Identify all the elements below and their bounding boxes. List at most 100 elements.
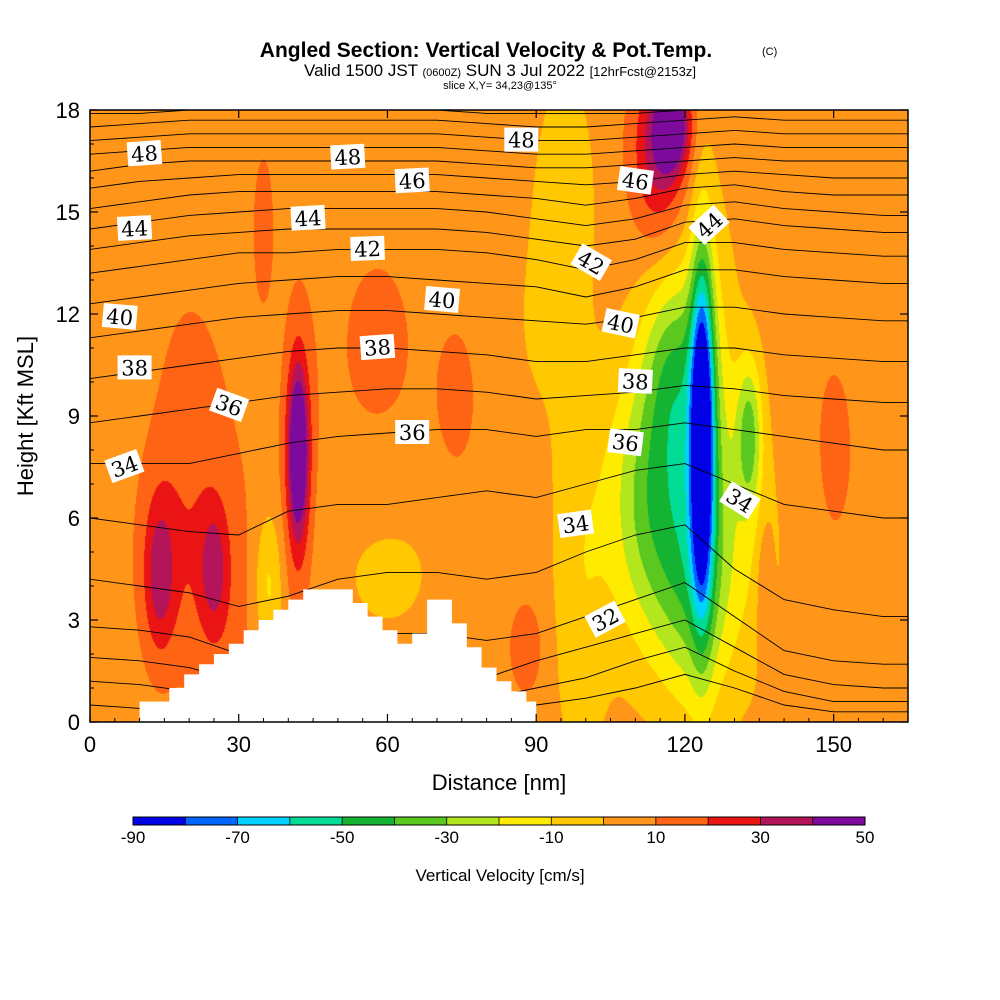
colorbar-swatch xyxy=(185,817,239,825)
colorbar-swatch xyxy=(551,817,605,825)
contour-label-box xyxy=(290,204,326,231)
contour-label-box xyxy=(359,333,396,361)
isentrope-45 xyxy=(90,170,908,189)
y-tick-label: 12 xyxy=(56,302,80,327)
colorbar-tick-label: -50 xyxy=(330,828,355,847)
contour-label-box xyxy=(209,387,250,422)
y-tick-label: 18 xyxy=(56,98,80,123)
colorbar-swatch xyxy=(603,817,657,825)
contour-label-text: 44 xyxy=(294,206,322,231)
isentrope-41 xyxy=(90,242,908,274)
copyright-mark: (C) xyxy=(762,46,777,58)
contour-label-box xyxy=(117,355,152,380)
contour-label-34: 34 xyxy=(104,448,145,484)
valid-date: SUN 3 Jul 2022 xyxy=(466,61,585,80)
contour-label-box xyxy=(719,480,761,520)
colorbar-swatch xyxy=(342,817,395,825)
contour-label-box xyxy=(504,127,539,152)
colorbar-tick-label: -70 xyxy=(225,828,250,847)
contour-label-48: 48 xyxy=(330,143,366,170)
isentrope-39 xyxy=(90,306,908,339)
x-tick-label: 120 xyxy=(667,732,704,757)
colorbar-swatch xyxy=(812,817,866,825)
isentrope-42 xyxy=(90,218,908,250)
contour-label-box xyxy=(607,428,644,457)
isentrope-36 xyxy=(90,422,908,465)
vertical-velocity-field xyxy=(90,110,908,722)
isentrope-49 xyxy=(90,116,908,128)
contour-label-text: 38 xyxy=(363,335,391,361)
colorbar-swatch xyxy=(237,817,291,825)
contour-label-text: 36 xyxy=(611,430,640,457)
contour-label-42: 42 xyxy=(350,235,385,262)
colorbar-swatch xyxy=(446,817,500,825)
y-axis-label: Height [Kft MSL] xyxy=(13,336,38,496)
potential-temperature-contours xyxy=(90,110,908,713)
contour-label-36: 36 xyxy=(607,428,644,457)
contour-label-box xyxy=(616,166,654,195)
contour-label-box xyxy=(424,285,461,313)
contour-label-text: 46 xyxy=(398,169,426,194)
contour-label-text: 48 xyxy=(130,141,158,167)
contour-label-40: 40 xyxy=(101,302,138,331)
slice-info: slice X,Y= 34,23@135° xyxy=(443,80,557,92)
valid-utc: (0600Z) xyxy=(422,67,461,79)
contour-label-text: 40 xyxy=(428,287,457,313)
contour-label-box xyxy=(350,235,385,261)
contour-label-box xyxy=(688,204,730,246)
colorbar-swatch xyxy=(708,817,761,825)
x-tick-label: 30 xyxy=(226,732,250,757)
y-tick-label: 0 xyxy=(68,710,80,735)
terrain xyxy=(139,589,537,722)
colorbar-tick-label: -30 xyxy=(434,828,459,847)
contour-label-40: 40 xyxy=(424,285,461,314)
colorbar-swatch xyxy=(760,817,814,825)
contour-label-text: 38 xyxy=(121,356,148,380)
colorbar-swatch xyxy=(394,817,448,825)
contour-label-text: 34 xyxy=(561,511,591,538)
colorbar-tick-label: -10 xyxy=(539,828,564,847)
x-axis-label: Distance [nm] xyxy=(432,770,567,795)
contour-label-box xyxy=(126,140,163,167)
colorbar-tick-label: 50 xyxy=(856,828,875,847)
contour-label-box xyxy=(584,600,626,638)
contour-label-text: 42 xyxy=(354,237,382,262)
x-tick-label: 150 xyxy=(815,732,852,757)
y-tick-label: 9 xyxy=(68,404,80,429)
contour-label-44: 44 xyxy=(290,204,326,231)
contour-label-box xyxy=(330,143,366,170)
isentrope-38 xyxy=(90,347,908,380)
y-tick-label: 6 xyxy=(68,506,80,531)
chart-title: Angled Section: Vertical Velocity & Pot.… xyxy=(260,39,712,62)
isentrope-50 xyxy=(90,110,908,114)
valid-time: Valid 1500 JST xyxy=(304,61,418,80)
contour-label-38: 38 xyxy=(617,368,653,395)
contour-label-box xyxy=(557,509,595,539)
colorbar-tick-label: 10 xyxy=(646,828,665,847)
contour-label-40: 40 xyxy=(601,307,640,339)
contour-label-box xyxy=(116,215,153,241)
isentrope-47 xyxy=(90,143,908,155)
colorbar-swatch xyxy=(289,817,343,825)
forecast-info: [12hrFcst@2153z] xyxy=(590,64,696,79)
colorbar-swatch xyxy=(133,817,186,825)
isentrope-44 xyxy=(90,184,908,210)
colorbar: -90 -70 -50 -30 -10 10 30 50 xyxy=(121,816,875,847)
contour-label-text: 48 xyxy=(508,129,535,153)
colorbar-tick-label: -90 xyxy=(121,828,146,847)
contour-label-48: 48 xyxy=(504,127,539,153)
chart-subtitle: Valid 1500 JST (0600Z) SUN 3 Jul 2022 [1… xyxy=(304,61,696,80)
contour-label-box xyxy=(601,307,640,339)
contour-label-34: 34 xyxy=(557,509,595,539)
isentrope-34 xyxy=(90,524,908,618)
y-tick-label: 15 xyxy=(56,200,80,225)
contour-label-38: 38 xyxy=(117,355,152,380)
contour-label-text: 48 xyxy=(334,145,362,170)
contour-label-text: 40 xyxy=(105,304,134,330)
y-tick-label: 3 xyxy=(68,608,80,633)
contour-label-box xyxy=(104,448,145,484)
x-tick-label: 60 xyxy=(375,732,399,757)
isentrope-40 xyxy=(90,269,908,305)
